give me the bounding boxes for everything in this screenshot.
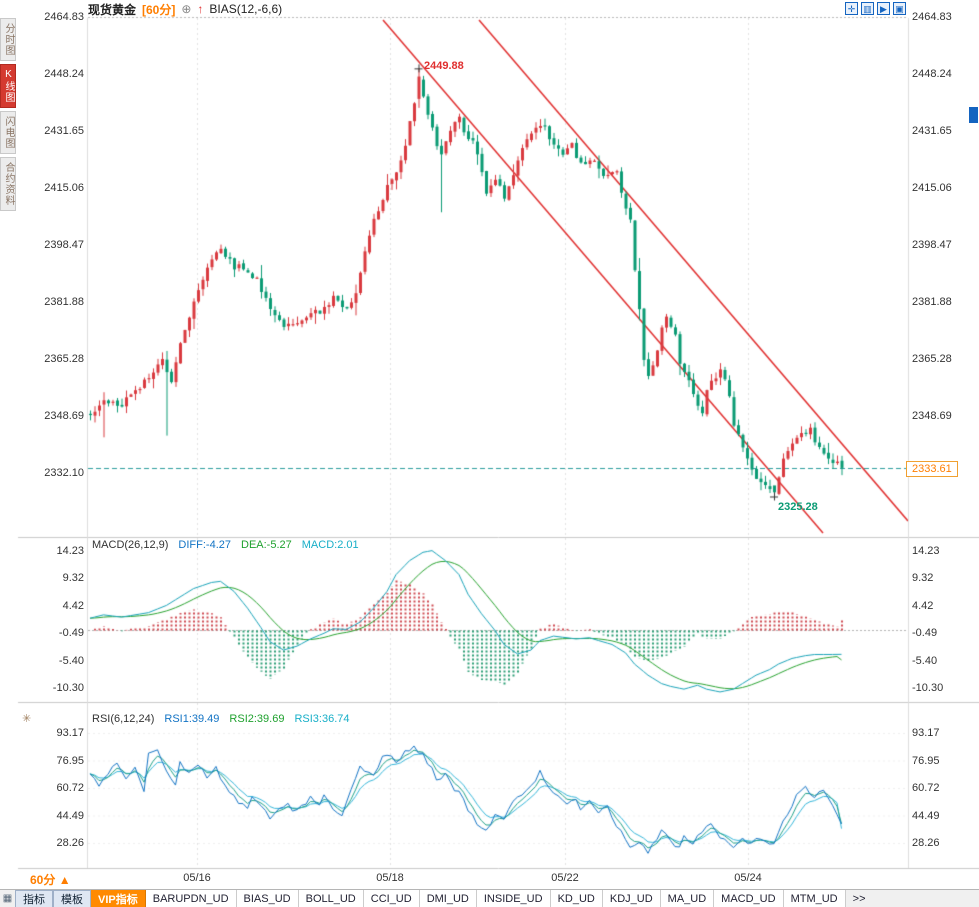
rsi-tick-left: 60.72	[56, 782, 84, 794]
macd-tick-right: -10.30	[912, 682, 944, 694]
tab-mtm-ud[interactable]: MTM_UD	[783, 890, 846, 907]
rsi-tick-left: 44.49	[56, 809, 84, 822]
bottom-menu-icon[interactable]: ▦	[2, 893, 13, 904]
macd-hist-value: MACD:2.01	[301, 539, 359, 551]
right-scrollbar-thumb[interactable]	[969, 107, 978, 123]
price-tick-right: 2415.06	[912, 182, 952, 194]
rsi-tick-left: 93.17	[56, 727, 84, 739]
sidebar: 分时图 K线图闪电图合约资料	[0, 18, 17, 211]
rsi-tick-right: 76.95	[912, 754, 940, 767]
macd-tick-left: 9.32	[62, 572, 84, 585]
rsi1-value: RSI1:39.49	[164, 713, 220, 725]
price-tick-right: 2381.88	[912, 296, 952, 308]
price-tick-left: 2464.83	[44, 11, 84, 23]
macd-tick-right: -5.40	[912, 654, 938, 667]
add-circle-icon[interactable]: ⊕	[181, 2, 192, 16]
low-price-label: 2325.28	[778, 501, 818, 513]
date-label: 05/18	[376, 872, 404, 884]
bottom-tab-bar: ▦ 指标 模板 VIP指标 BARUPDN_UD BIAS_UD BOLL_UD CCI_UD…	[0, 889, 979, 907]
rsi-tick-right: 44.49	[912, 809, 940, 822]
macd-tick-right: 4.42	[912, 599, 934, 612]
timeframe-label: 60分	[30, 873, 56, 887]
macd-diff-value: DIFF:-4.27	[178, 539, 231, 551]
symbol-title: 现货黄金	[88, 2, 137, 17]
sidebar-tab-time-chart[interactable]: 分时图	[0, 18, 16, 61]
price-tick-left: 2381.88	[44, 296, 84, 308]
indicator-label: BIAS(12,-6,6)	[209, 2, 283, 16]
chart-toolbar: ✛ ▥ ▶ ▣	[845, 2, 906, 15]
macd-tick-right: 9.32	[912, 572, 934, 585]
layout-icon[interactable]: ▣	[893, 2, 906, 15]
price-tick-left: 2431.65	[44, 125, 84, 137]
price-tick-right: 2431.65	[912, 125, 952, 137]
tab-ma-ud[interactable]: MA_UD	[660, 890, 715, 907]
rsi3-value: RSI3:36.74	[294, 713, 350, 725]
rsi-tick-left: 76.95	[56, 754, 84, 767]
last-price-tag: 2333.61	[906, 461, 958, 477]
price-tick-right: 2448.24	[912, 68, 952, 80]
date-label: 05/16	[183, 872, 211, 884]
tab-barupdn-ud[interactable]: BARUPDN_UD	[145, 890, 237, 907]
price-tick-right: 2464.83	[912, 11, 952, 23]
price-tick-right: 2365.28	[912, 353, 952, 365]
macd-tick-left: 4.42	[62, 599, 84, 612]
macd-tick-right: -0.49	[912, 627, 938, 640]
up-arrow-icon: ↑	[197, 2, 204, 16]
date-label: 05/22	[551, 872, 579, 884]
timeframe-arrow-icon: ▲	[58, 873, 71, 887]
price-tick-left: 2448.24	[44, 68, 84, 80]
macd-tick-right: 14.23	[912, 545, 940, 557]
playback-icon[interactable]: ▶	[877, 2, 890, 15]
tab-dmi-ud[interactable]: DMI_UD	[419, 890, 477, 907]
price-tick-right: 2398.47	[912, 239, 952, 251]
tab-vip-indicators[interactable]: VIP指标	[91, 890, 146, 907]
rsi2-value: RSI2:39.69	[229, 713, 285, 725]
date-label: 05/24	[734, 872, 762, 884]
macd-header: MACD(26,12,9) DIFF:-4.27 DEA:-5.27 MACD:…	[92, 539, 359, 551]
rsi-tick-left: 28.26	[56, 837, 84, 849]
timeframe-badge[interactable]: 60分 ▲	[30, 871, 71, 888]
tab-indicators[interactable]: 指标	[15, 890, 53, 907]
price-tick-left: 2415.06	[44, 182, 84, 194]
price-tick-left: 2398.47	[44, 239, 84, 251]
macd-tick-left: 14.23	[56, 545, 84, 557]
rsi-header: RSI(6,12,24) RSI1:39.49 RSI2:39.69 RSI3:…	[92, 713, 350, 725]
macd-tick-left: -0.49	[58, 627, 84, 640]
rsi-title: RSI(6,12,24)	[92, 713, 155, 725]
kline-view-icon[interactable]: ▥	[861, 2, 874, 15]
tab-kd-ud[interactable]: KD_UD	[550, 890, 603, 907]
sidebar-tab-kline-chart[interactable]: K线图	[0, 64, 16, 108]
macd-tick-left: -10.30	[52, 682, 84, 694]
crosshair-icon[interactable]: ✛	[845, 2, 858, 15]
tab-macd-ud[interactable]: MACD_UD	[714, 890, 784, 907]
sidebar-tab-flash-chart[interactable]: 闪电图	[0, 111, 16, 154]
chart-header: 现货黄金 [60分] ⊕ ↑ BIAS(12,-6,6)	[88, 0, 282, 18]
macd-dea-value: DEA:-5.27	[241, 539, 292, 551]
price-tick-left: 2365.28	[44, 353, 84, 365]
sidebar-tab-contract-info[interactable]: 合约资料	[0, 157, 16, 211]
price-tick-right: 2348.69	[912, 410, 952, 422]
tab-inside-ud[interactable]: INSIDE_UD	[476, 890, 551, 907]
macd-tick-left: -5.40	[58, 654, 84, 667]
rsi-tick-right: 60.72	[912, 782, 940, 794]
macd-title: MACD(26,12,9)	[92, 539, 169, 551]
timeframe-label-header: [60分]	[142, 2, 176, 17]
rsi-tick-right: 93.17	[912, 727, 940, 739]
tab-templates[interactable]: 模板	[53, 890, 91, 907]
rsi-tick-right: 28.26	[912, 837, 940, 849]
price-tick-left: 2332.10	[44, 467, 84, 479]
price-tick-left: 2348.69	[44, 410, 84, 422]
tab-boll-ud[interactable]: BOLL_UD	[298, 890, 364, 907]
tab-bias-ud[interactable]: BIAS_UD	[236, 890, 299, 907]
high-price-label: 2449.88	[424, 60, 464, 72]
tab-cci-ud[interactable]: CCI_UD	[363, 890, 420, 907]
rsi-settings-icon[interactable]: ✳	[22, 713, 32, 725]
tab-kdj-ud[interactable]: KDJ_UD	[602, 890, 661, 907]
tab-more[interactable]: >>	[845, 890, 873, 907]
